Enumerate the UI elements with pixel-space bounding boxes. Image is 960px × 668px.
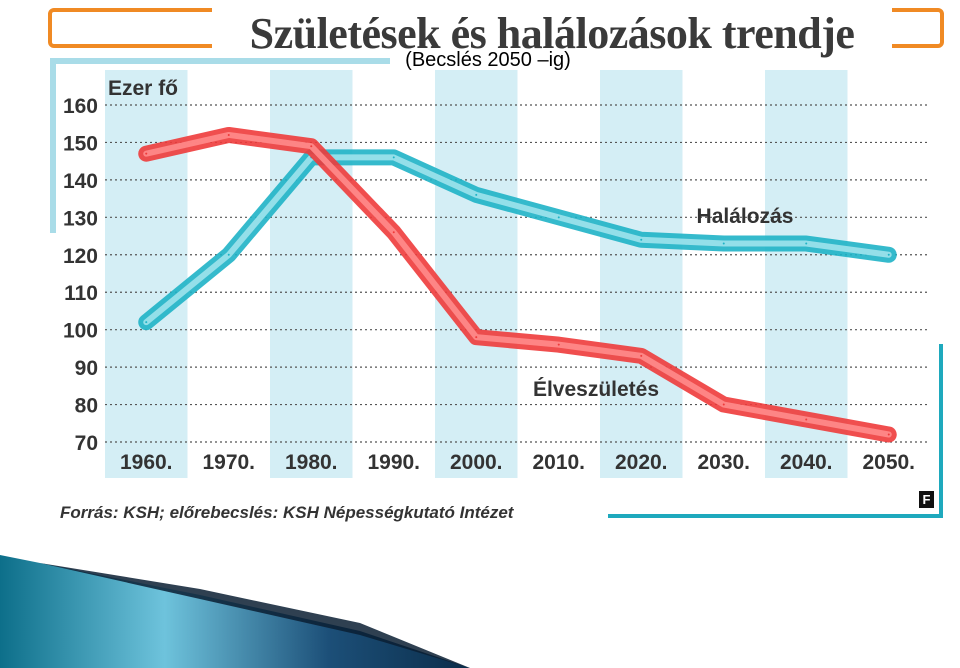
x-tick-label: 1980. [285, 451, 338, 474]
x-tick-label: 1990. [367, 451, 420, 474]
right-accent-bar [939, 344, 943, 518]
x-tick-label: 2040. [780, 451, 833, 474]
column-band [270, 70, 353, 478]
y-axis-ticks: 70 80 90 100 110 120 130 140 150 160 [63, 95, 98, 455]
series-labels: Halálozás Élveszületés [533, 205, 793, 401]
left-accent-bar [50, 58, 56, 233]
y-tick-label: 120 [63, 245, 98, 268]
data-point [227, 253, 230, 256]
data-point [145, 321, 148, 324]
data-point [475, 193, 478, 196]
data-point [887, 433, 890, 436]
data-point [227, 133, 230, 136]
y-axis-unit-label: Ezer fő [108, 77, 178, 100]
decorative-ribbon [0, 555, 470, 668]
series-lines [138, 126, 897, 443]
data-point [640, 238, 643, 241]
x-axis-ticks: 1960. 1970. 1980. 1990. 2000. 2010. 2020. 2030.… [120, 451, 915, 474]
y-tick-label: 140 [63, 170, 98, 193]
column-band [600, 70, 683, 478]
x-tick-label: 2020. [615, 451, 668, 474]
data-point [805, 242, 808, 245]
x-tick-label: 2030. [697, 451, 750, 474]
top-accent-bar [50, 58, 390, 64]
y-tick-label: 70 [75, 432, 98, 455]
chart-subtitle: (Becslés 2050 –ig) [405, 49, 571, 71]
bottom-accent-bar [608, 514, 943, 518]
y-tick-label: 80 [75, 395, 98, 418]
y-tick-label: 160 [63, 95, 98, 118]
data-point [722, 403, 725, 406]
data-point [722, 242, 725, 245]
data-point [887, 253, 890, 256]
x-tick-label: 1960. [120, 451, 173, 474]
column-bands [105, 70, 848, 478]
y-tick-label: 110 [64, 282, 98, 305]
source-note: Forrás: KSH; előrebecslés: KSH Népességk… [60, 503, 514, 522]
data-point [640, 354, 643, 357]
y-tick-label: 100 [63, 320, 98, 343]
y-tick-label: 90 [75, 357, 98, 380]
data-point [392, 231, 395, 234]
chart-title: Születések és halálozások trendje [212, 8, 892, 60]
data-point [557, 216, 560, 219]
data-point [805, 418, 808, 421]
series-label: Élveszületés [533, 378, 659, 401]
column-band [435, 70, 518, 478]
title-frame: Születések és halálozások trendje [48, 8, 944, 60]
data-point [392, 156, 395, 159]
data-point [557, 343, 560, 346]
publisher-logo: F [919, 491, 934, 508]
y-tick-label: 130 [63, 207, 98, 230]
data-point [310, 145, 313, 148]
y-tick-label: 150 [63, 132, 98, 155]
x-tick-label: 2010. [532, 451, 585, 474]
x-tick-label: 2000. [450, 451, 503, 474]
series-label: Halálozás [697, 205, 794, 228]
series-line [143, 131, 892, 438]
x-tick-label: 1970. [202, 451, 255, 474]
data-point [145, 152, 148, 155]
series-line [143, 154, 892, 326]
column-band [105, 70, 188, 478]
data-point [475, 336, 478, 339]
x-tick-label: 2050. [862, 451, 915, 474]
